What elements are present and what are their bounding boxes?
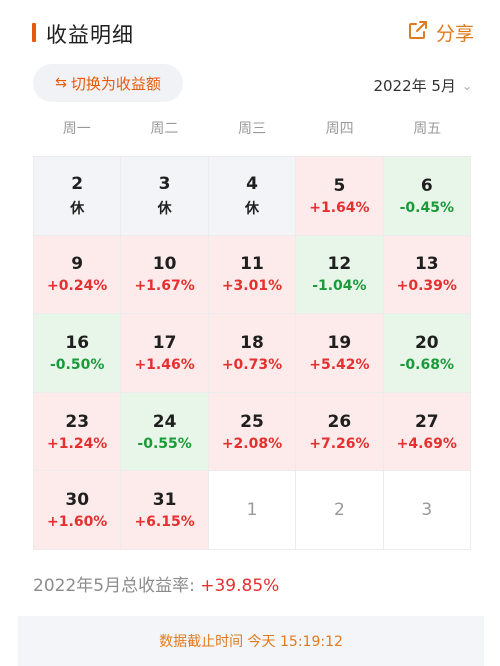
day-number: 30	[65, 490, 90, 511]
day-number: 11	[240, 254, 264, 275]
calendar-day-cell[interactable]: 20 -0.68%	[383, 314, 470, 392]
daily-return: +6.15%	[134, 514, 195, 531]
day-number: 26	[327, 411, 352, 432]
day-number: 10	[152, 254, 177, 275]
day-number: 23	[65, 411, 90, 432]
daily-return: -0.45%	[399, 199, 454, 216]
month-selector[interactable]: 2022年 5月 ⌄	[373, 75, 472, 96]
daily-return: +1.60%	[47, 514, 108, 531]
summary-rate: +39.85%	[200, 576, 280, 596]
daily-return: +0.39%	[396, 278, 457, 295]
day-number: 2	[71, 173, 84, 194]
daily-return: -1.04%	[312, 278, 367, 295]
daily-return: +1.24%	[47, 435, 108, 452]
page-title: 收益明细	[46, 23, 134, 47]
calendar-day-cell[interactable]: 12 -1.04%	[296, 235, 383, 314]
calendar-day-cell[interactable]: 6 -0.45%	[383, 157, 470, 235]
calendar-day-cell[interactable]: 9 +0.24%	[34, 235, 121, 314]
calendar-day-cell[interactable]: 13 +0.39%	[383, 235, 470, 314]
rest-day-label: 休	[244, 200, 259, 217]
day-number: 25	[240, 411, 264, 432]
day-number: 18	[240, 332, 264, 353]
day-number: 9	[71, 254, 84, 275]
header: 收益明细 分享	[0, 0, 500, 64]
weekday-label: 周五	[413, 121, 442, 137]
calendar-day-cell[interactable]: 2	[296, 471, 383, 549]
day-number: 1	[246, 500, 258, 521]
swap-icon: ⇆	[55, 75, 67, 91]
calendar-day-cell[interactable]: 3	[383, 471, 470, 549]
day-number: 3	[421, 500, 433, 521]
calendar-day-cell[interactable]: 18 +0.73%	[208, 314, 296, 392]
daily-return: +3.01%	[221, 278, 283, 295]
calendar-day-cell[interactable]: 11 +3.01%	[208, 235, 296, 314]
calendar-day-cell[interactable]: 1	[208, 471, 296, 549]
calendar-day-cell[interactable]: 31 +6.15%	[121, 471, 208, 549]
day-number: 17	[152, 332, 177, 353]
calendar-day-cell[interactable]: 25 +2.08%	[208, 392, 296, 471]
daily-return: +2.08%	[221, 435, 283, 452]
monthly-summary: 2022年5月总收益率: +39.85%	[33, 571, 279, 596]
daily-return: +1.67%	[134, 278, 195, 295]
chevron-down-icon: ⌄	[461, 78, 472, 93]
day-number: 5	[333, 175, 346, 196]
calendar-day-cell[interactable]: 24 -0.55%	[121, 392, 208, 471]
weekday-header: 周一 周二 周三 周四 周五	[33, 118, 471, 142]
calendar-day-cell[interactable]: 10 +1.67%	[121, 235, 208, 314]
day-number: 3	[158, 173, 171, 194]
daily-return: +5.42%	[309, 356, 370, 373]
day-number: 2	[333, 500, 345, 521]
weekday-label: 周一	[62, 121, 91, 137]
day-number: 20	[414, 332, 439, 353]
day-number: 24	[152, 411, 177, 432]
switch-to-amount-button[interactable]: ⇆ 切换为收益额	[33, 64, 183, 102]
daily-return: -0.50%	[50, 356, 105, 373]
share-button[interactable]: 分享	[406, 18, 474, 47]
share-label: 分享	[435, 23, 474, 45]
day-number: 12	[327, 254, 352, 275]
day-number: 13	[414, 254, 439, 275]
daily-return: -0.55%	[137, 435, 192, 452]
daily-return: +1.46%	[134, 356, 195, 373]
daily-return: +0.73%	[221, 356, 283, 373]
daily-return: -0.68%	[399, 356, 454, 373]
calendar-day-cell[interactable]: 26 +7.26%	[296, 392, 383, 471]
weekday-label: 周四	[325, 121, 354, 137]
calendar-day-cell[interactable]: 16 -0.50%	[34, 314, 121, 392]
daily-return: +7.26%	[309, 435, 370, 452]
day-number: 19	[327, 332, 352, 353]
day-number: 4	[246, 173, 258, 194]
data-timestamp: 数据截止时间 今天 15:19:12	[18, 616, 484, 666]
calendar-day-cell[interactable]: 5 +1.64%	[296, 157, 383, 235]
calendar-day-cell[interactable]: 30 +1.60%	[34, 471, 121, 549]
daily-return: +4.69%	[396, 435, 457, 452]
summary-label: 2022年5月总收益率:	[33, 576, 201, 596]
rest-day-label: 休	[70, 200, 85, 217]
switch-label: 切换为收益额	[70, 74, 161, 93]
calendar-day-cell[interactable]: 23 +1.24%	[34, 392, 121, 471]
calendar-day-cell[interactable]: 19 +5.42%	[296, 314, 383, 392]
daily-return: +1.64%	[309, 199, 370, 216]
day-number: 27	[414, 411, 439, 432]
day-number: 6	[420, 175, 433, 196]
day-number: 31	[152, 490, 177, 511]
share-icon	[406, 18, 430, 47]
calendar-grid: 2 休 3 休 4 休 5 +1.64% 6 -0.45% 9 +0.24% 10 +1.67% 11 +3.…	[33, 156, 471, 550]
month-label: 2022年 5月	[373, 77, 456, 95]
calendar-day-cell[interactable]: 27 +4.69%	[383, 392, 470, 471]
weekday-label: 周三	[237, 121, 266, 137]
timestamp-text: 数据截止时间 今天 15:19:12	[159, 634, 343, 650]
calendar-day-cell[interactable]: 17 +1.46%	[121, 314, 208, 392]
rest-day-label: 休	[157, 200, 172, 217]
weekday-label: 周二	[150, 121, 179, 137]
daily-return: +0.24%	[47, 278, 108, 295]
day-number: 16	[65, 332, 90, 353]
title-accent-bar	[32, 23, 36, 42]
